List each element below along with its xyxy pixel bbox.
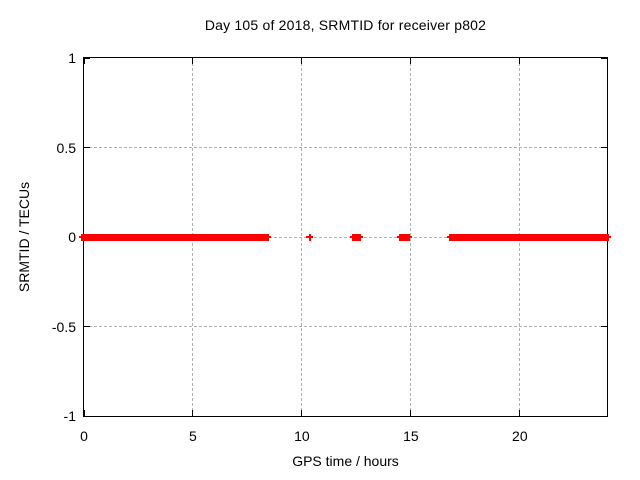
x-axis-label: GPS time / hours xyxy=(292,453,399,469)
tick-y-left-0.5 xyxy=(84,147,90,148)
gridline-horizontal-0.5 xyxy=(84,147,607,148)
tick-y-left-1 xyxy=(84,57,90,59)
tick-y-left--0.5 xyxy=(84,326,90,327)
tick-x-bottom-5 xyxy=(192,410,194,416)
tick-label-x-10: 10 xyxy=(294,428,310,444)
gridline-horizontal--0.5 xyxy=(84,326,607,327)
tick-label-x-15: 15 xyxy=(403,428,419,444)
tick-x-top-5 xyxy=(192,58,194,64)
tick-y-right-0.5 xyxy=(601,147,607,148)
tick-y-right--1 xyxy=(601,415,607,417)
tick-label-y--1: -1 xyxy=(63,408,76,424)
tick-label-x-20: 20 xyxy=(512,428,528,444)
data-segment-0-2 xyxy=(352,233,362,241)
tick-x-top-20 xyxy=(519,58,521,64)
tick-x-bottom-0 xyxy=(83,410,85,416)
data-segment-0-3 xyxy=(398,233,410,241)
tick-y-right-1 xyxy=(601,57,607,59)
tick-y-right--0.5 xyxy=(601,326,607,327)
tick-label-y-0.5: 0.5 xyxy=(56,139,76,156)
gridline-horizontal-0 xyxy=(84,236,607,238)
tick-x-top-10 xyxy=(301,58,303,64)
tick-label-y--0.5: -0.5 xyxy=(51,318,76,335)
tick-label-x-5: 5 xyxy=(189,428,197,444)
tick-label-x-0: 0 xyxy=(80,428,88,444)
tick-x-bottom-15 xyxy=(410,410,412,416)
tick-y-left--1 xyxy=(84,415,90,417)
data-point-0-1-horizontal xyxy=(306,236,314,238)
tick-x-top-15 xyxy=(410,58,412,64)
tick-x-top-0 xyxy=(83,58,85,64)
chart-title: Day 105 of 2018, SRMTID for receiver p80… xyxy=(204,17,487,33)
tick-label-y-0: 0 xyxy=(68,229,76,245)
tick-x-bottom-10 xyxy=(301,410,303,416)
data-segment-0-0 xyxy=(81,233,269,241)
data-segment-0-4 xyxy=(448,233,588,241)
plot-area xyxy=(79,57,611,417)
data-segment-0-5 xyxy=(584,233,609,241)
tick-x-bottom-20 xyxy=(519,410,521,416)
tick-label-y-1: 1 xyxy=(68,50,76,66)
